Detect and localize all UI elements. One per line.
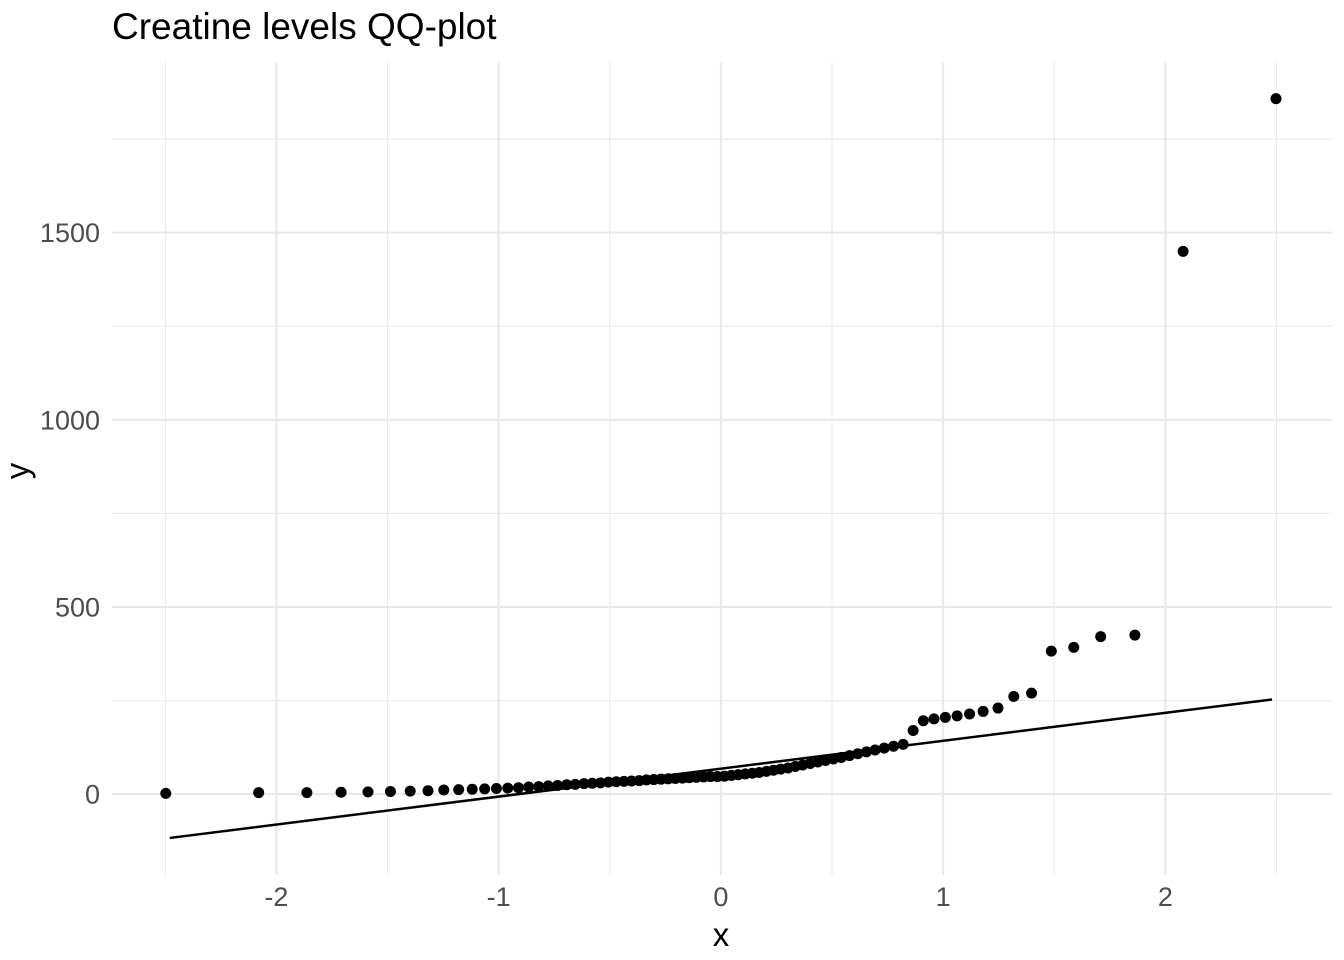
data-point xyxy=(1068,641,1080,653)
data-point xyxy=(569,778,581,790)
data-point xyxy=(512,782,524,794)
y-tick-label: 500 xyxy=(55,592,100,622)
data-point xyxy=(422,785,434,797)
y-tick-label: 1000 xyxy=(40,405,100,435)
x-tick-label: 1 xyxy=(936,882,951,912)
data-point xyxy=(1129,629,1141,641)
data-point xyxy=(964,708,976,720)
data-point xyxy=(523,781,535,793)
data-point xyxy=(453,784,465,796)
x-tick-label: 0 xyxy=(713,882,728,912)
data-point xyxy=(586,777,598,789)
data-point xyxy=(502,782,514,794)
qq-reference-line xyxy=(169,698,1273,840)
data-point xyxy=(552,780,564,792)
data-point xyxy=(466,783,478,795)
x-axis-title: x xyxy=(712,916,730,953)
data-point xyxy=(362,786,374,798)
data-point xyxy=(542,780,554,792)
x-tick-label: -1 xyxy=(487,882,511,912)
data-point xyxy=(977,705,989,717)
data-point xyxy=(878,742,890,754)
data-point xyxy=(602,776,614,788)
data-point xyxy=(835,751,847,763)
data-point xyxy=(490,783,502,795)
data-point xyxy=(253,787,265,799)
data-point xyxy=(907,725,919,737)
data-point xyxy=(533,781,545,793)
data-point xyxy=(869,744,881,756)
x-tick-label: -2 xyxy=(264,882,288,912)
data-point xyxy=(951,710,963,722)
data-point xyxy=(1026,687,1038,699)
data-point xyxy=(888,740,900,752)
data-point xyxy=(992,702,1004,714)
data-point xyxy=(610,776,622,788)
data-point xyxy=(404,785,416,797)
data-point xyxy=(438,784,450,796)
x-tick-label: 2 xyxy=(1158,882,1173,912)
data-point xyxy=(852,748,864,760)
data-point xyxy=(1270,93,1282,105)
data-point xyxy=(594,777,606,789)
data-point xyxy=(844,750,856,762)
data-point xyxy=(917,715,929,727)
data-point xyxy=(335,786,347,798)
data-point xyxy=(1008,690,1020,702)
y-axis-title: y xyxy=(0,462,36,480)
y-tick-label: 1500 xyxy=(40,218,100,248)
data-point xyxy=(160,787,172,799)
y-tick-label: 0 xyxy=(85,780,100,810)
data-point xyxy=(939,711,951,723)
data-point xyxy=(897,738,909,750)
data-point xyxy=(860,746,872,758)
data-point xyxy=(479,783,491,795)
data-point xyxy=(578,778,590,790)
data-point xyxy=(1045,645,1057,657)
data-point xyxy=(1177,245,1189,257)
data-point xyxy=(384,786,396,798)
data-point xyxy=(301,787,313,799)
data-point xyxy=(928,713,940,725)
data-point xyxy=(1095,631,1107,643)
data-point xyxy=(561,779,573,791)
chart-title: Creatine levels QQ-plot xyxy=(112,6,497,47)
